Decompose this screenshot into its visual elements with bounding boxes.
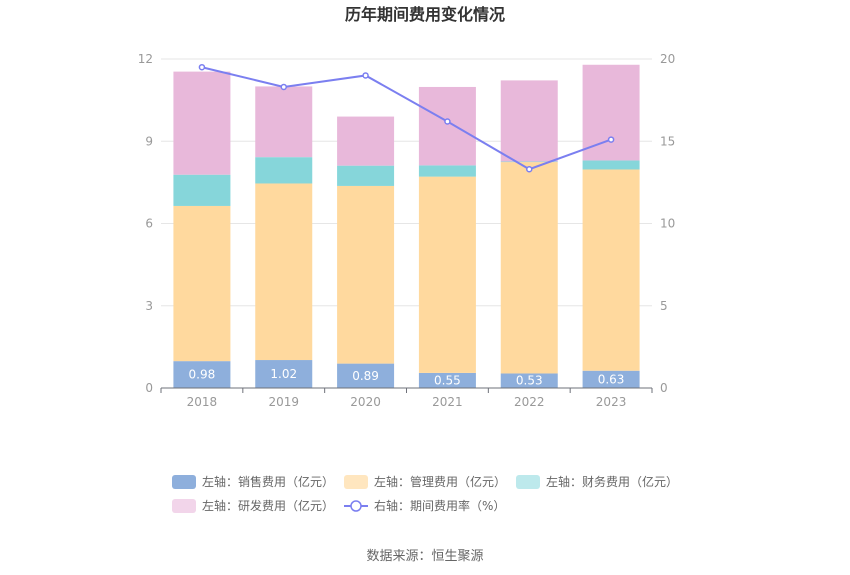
y-left-tick-label: 12 <box>138 52 153 66</box>
bar-data-label: 1.02 <box>270 367 297 381</box>
bar-segment-1[interactable] <box>337 363 395 388</box>
bar-segment-1[interactable] <box>173 361 231 388</box>
legend-label: 左轴：研发费用（亿元） <box>202 498 334 513</box>
bar-segment-1[interactable] <box>500 373 558 388</box>
x-tick-label: 2019 <box>268 395 299 409</box>
y-right-tick-label: 0 <box>660 381 668 395</box>
legend-item[interactable]: 左轴：销售费用（亿元） <box>172 474 334 489</box>
y-right-tick-label: 5 <box>660 299 668 313</box>
bar-data-label: 0.89 <box>352 369 379 383</box>
bar-segment-1[interactable] <box>255 360 313 388</box>
axis-layer: 0 0 3 5 6 10 9 15 12 20 2018 2019 2020 2021 2022 2023 <box>138 52 676 409</box>
bar-segment-3[interactable] <box>500 161 558 163</box>
rate-point[interactable] <box>526 165 533 173</box>
legend-marker <box>350 500 362 512</box>
line-layer[interactable] <box>198 63 615 173</box>
bar-segment-2[interactable] <box>500 162 558 374</box>
y-right-tick-label: 10 <box>660 217 675 231</box>
legend-item[interactable]: 左轴：研发费用（亿元） <box>172 498 334 513</box>
legend-item[interactable]: 左轴：管理费用（亿元） <box>344 474 506 489</box>
bar-labels-layer: 0.98 1.02 0.89 0.55 0.53 0.63 <box>189 367 625 388</box>
bar-segment-4[interactable] <box>582 64 640 161</box>
bar-segment-3[interactable] <box>337 165 395 186</box>
x-tick-label: 2018 <box>187 395 218 409</box>
legend-label: 右轴：期间费用率（%） <box>374 498 505 513</box>
legend[interactable]: 左轴：销售费用（亿元） 左轴：管理费用（亿元） 左轴：财务费用（亿元） 左轴：研发费用… <box>172 474 678 513</box>
bar-segment-2[interactable] <box>582 169 640 371</box>
bars-layer[interactable] <box>173 64 640 388</box>
bar-segment-2[interactable] <box>173 205 231 362</box>
bar-data-label: 0.63 <box>598 372 625 386</box>
bar-data-label: 0.53 <box>516 374 543 388</box>
bar-segment-3[interactable] <box>582 160 640 170</box>
legend-swatch <box>172 475 196 489</box>
bar-data-label: 0.55 <box>434 373 461 387</box>
chart-title: 历年期间费用变化情况 <box>345 5 505 24</box>
bar-segment-2[interactable] <box>418 176 476 373</box>
legend-swatch <box>516 475 540 489</box>
bar-segment-3[interactable] <box>418 165 476 177</box>
bar-segment-1[interactable] <box>418 372 476 388</box>
bar-segment-4[interactable] <box>418 86 476 166</box>
rate-point[interactable] <box>280 83 287 91</box>
y-left-tick-label: 3 <box>145 299 153 313</box>
bar-segment-4[interactable] <box>173 71 231 175</box>
x-tick-label: 2021 <box>432 395 463 409</box>
x-tick-label: 2023 <box>596 395 627 409</box>
rate-point[interactable] <box>362 72 369 79</box>
y-left-tick-label: 9 <box>145 134 153 148</box>
legend-swatch <box>172 499 196 513</box>
rate-point[interactable] <box>444 118 451 125</box>
y-right-tick-label: 20 <box>660 52 675 66</box>
x-tick-label: 2022 <box>514 395 545 409</box>
legend-label: 左轴：管理费用（亿元） <box>374 474 506 489</box>
bar-segment-4[interactable] <box>337 116 395 166</box>
rate-line[interactable] <box>201 66 612 171</box>
grid-layer <box>161 58 652 307</box>
bar-segment-3[interactable] <box>255 157 313 184</box>
bar-segment-4[interactable] <box>500 80 558 162</box>
y-left-tick-label: 6 <box>145 217 153 231</box>
rate-point[interactable] <box>198 63 206 71</box>
bar-segment-3[interactable] <box>173 174 231 206</box>
x-tick-label: 2020 <box>350 395 381 409</box>
y-right-tick-label: 15 <box>660 134 675 148</box>
y-left-tick-label: 0 <box>145 381 153 395</box>
data-source-note: 数据来源：恒生聚源 <box>366 549 483 564</box>
bar-segment-2[interactable] <box>337 185 395 364</box>
legend-label: 左轴：销售费用（亿元） <box>202 474 334 489</box>
bar-data-label: 0.98 <box>189 368 216 382</box>
bar-segment-4[interactable] <box>255 86 313 158</box>
legend-swatch <box>344 475 368 489</box>
rate-point[interactable] <box>607 136 615 143</box>
legend-item[interactable]: 左轴：财务费用（亿元） <box>516 474 678 489</box>
bar-segment-1[interactable] <box>582 370 640 388</box>
legend-item[interactable]: 右轴：期间费用率（%） <box>344 498 505 513</box>
bar-segment-2[interactable] <box>255 183 313 361</box>
legend-label: 左轴：财务费用（亿元） <box>546 474 678 489</box>
